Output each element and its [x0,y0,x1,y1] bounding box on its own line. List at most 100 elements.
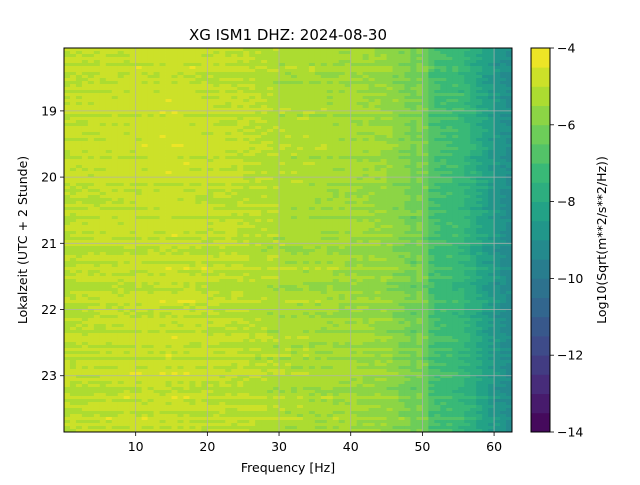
heatmap-cell [207,81,214,85]
heatmap-cell [64,60,71,64]
heatmap-cell [195,141,202,145]
heatmap-cell [290,105,298,109]
heatmap-cell [111,147,119,151]
heatmap-cell [326,69,334,73]
heatmap-cell [171,240,178,244]
heatmap-cell [398,135,405,139]
heatmap-cell [213,159,220,163]
heatmap-cell [452,150,459,154]
heatmap-cell [494,144,501,148]
heatmap-cell [99,240,107,244]
heatmap-cell [153,168,160,172]
heatmap-cell [165,243,172,247]
heatmap-cell [308,123,316,127]
heatmap-cell [213,87,220,91]
heatmap-cell [326,81,334,85]
heatmap-cell [189,54,196,58]
heatmap-cell [153,171,160,175]
heatmap-cell [350,51,358,55]
heatmap-cell [219,117,226,121]
heatmap-cell [123,117,131,121]
heatmap-cell [332,153,340,157]
heatmap-cell [219,183,226,187]
heatmap-cell [105,222,113,226]
heatmap-cell [506,204,513,208]
heatmap-cell [482,195,489,199]
heatmap-cell [81,75,89,79]
heatmap-cell [392,150,399,154]
heatmap-cell [302,117,310,121]
heatmap-cell [374,96,381,100]
heatmap-cell [129,177,137,181]
heatmap-cell [213,225,220,229]
heatmap-cell [141,189,149,193]
heatmap-cell [147,138,154,142]
heatmap-cell [338,156,346,160]
heatmap-cell [362,183,370,187]
heatmap-cell [105,177,113,181]
heatmap-cell [153,108,160,112]
heatmap-cell [416,192,423,196]
heatmap-cell [129,78,137,82]
heatmap-cell [195,228,202,232]
heatmap-cell [374,222,381,226]
heatmap-cell [404,156,411,160]
heatmap-cell [476,204,483,208]
heatmap-cell [302,102,310,106]
heatmap-cell [458,168,465,172]
heatmap-cell [75,171,83,175]
heatmap-cell [81,162,89,166]
heatmap-cell [428,186,435,190]
heatmap-cell [201,240,208,244]
heatmap-cell [404,108,411,112]
heatmap-cell [129,240,137,244]
heatmap-cell [446,102,453,106]
heatmap-cell [476,84,483,88]
heatmap-cell [368,102,376,106]
heatmap-cell [64,63,71,67]
heatmap-cell [64,156,71,160]
heatmap-cell [159,162,166,166]
heatmap-cell [386,87,393,91]
heatmap-cell [135,153,143,157]
heatmap-cell [111,177,119,181]
heatmap-cell [422,189,429,193]
heatmap-cell [326,183,334,187]
heatmap-cell [416,129,423,133]
heatmap-cell [464,153,471,157]
heatmap-cell [261,141,268,145]
heatmap-cell [64,183,71,187]
heatmap-cell [141,174,149,178]
heatmap-cell [332,135,340,139]
heatmap-cell [75,63,83,67]
heatmap-cell [296,63,304,67]
heatmap-cell [500,81,507,85]
heatmap-cell [482,237,489,241]
heatmap-cell [111,123,119,127]
heatmap-cell [296,195,304,199]
heatmap-cell [344,129,352,133]
heatmap-cell [302,63,310,67]
heatmap-cell [225,81,232,85]
heatmap-cell [279,138,286,142]
heatmap-cell [314,219,322,223]
heatmap-cell [392,108,399,112]
heatmap-cell [410,99,417,103]
heatmap-cell [422,153,429,157]
heatmap-cell [302,165,310,169]
heatmap-cell [225,51,232,55]
heatmap-cell [368,63,376,67]
heatmap-cell [93,81,101,85]
heatmap-cell [153,114,160,118]
heatmap-cell [81,81,89,85]
heatmap-cell [458,111,465,115]
heatmap-cell [296,132,304,136]
heatmap-cell [338,171,346,175]
heatmap-cell [404,177,411,181]
heatmap-cell [99,243,107,247]
heatmap-cell [225,186,232,190]
heatmap-cell [338,183,346,187]
heatmap-cell [231,120,238,124]
heatmap-cell [500,204,507,208]
heatmap-cell [213,165,220,169]
